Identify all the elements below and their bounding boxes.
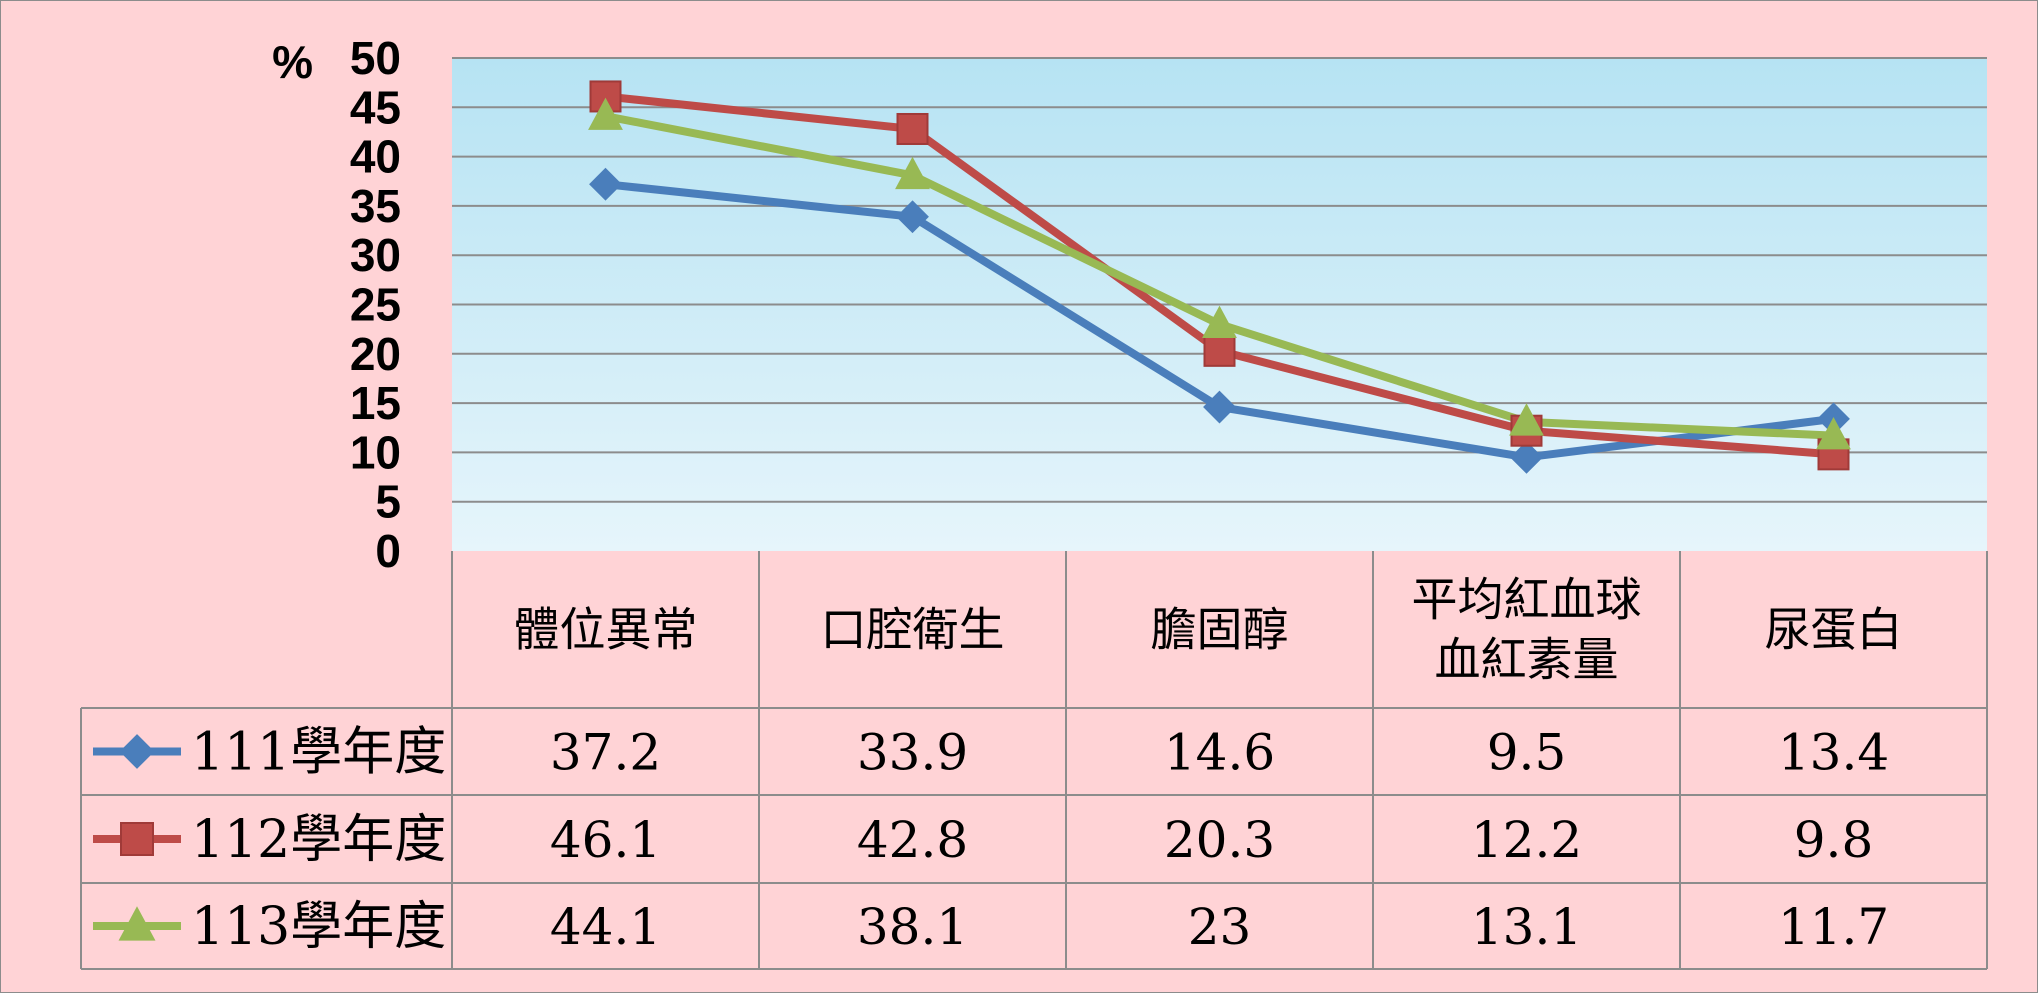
y-tick-label: 10 [350,426,401,478]
data-point-marker [588,97,623,130]
legend-series-name: 113學年度 [191,897,446,957]
table-value-cell: 33.9 [857,724,968,782]
data-point-marker [589,167,622,201]
category-label: 尿蛋白 [1765,603,1903,657]
y-tick-label: 30 [350,229,401,281]
data-point-marker [1816,417,1851,450]
data-point-marker [895,156,930,190]
category-label: 體位異常 [514,603,698,657]
data-point-marker [1202,305,1237,338]
y-tick-label: 25 [350,279,401,331]
y-axis-unit: % [272,36,313,88]
category-label: 膽固醇 [1151,603,1289,657]
table-value-cell: 9.8 [1794,811,1874,869]
y-tick-label: 40 [350,131,401,183]
category-label: 血紅素量 [1435,633,1619,687]
y-tick-label: 45 [350,81,401,133]
legend-marker-key [120,822,154,856]
table-value-cell: 20.3 [1164,811,1275,869]
table-value-cell: 37.2 [550,724,661,782]
data-point-marker [896,112,929,145]
category-label: 口腔衛生 [821,603,1005,657]
table-value-cell: 13.1 [1471,898,1582,956]
y-tick-label: 15 [350,377,401,429]
data-point-marker [896,200,929,234]
series-lines [588,80,1851,474]
y-tick-label: 50 [350,32,401,84]
table-value-cell: 42.8 [857,811,968,869]
category-label: 平均紅血球 [1412,573,1642,627]
table-value-cell: 23 [1188,898,1252,956]
y-tick-label: 0 [375,525,401,577]
y-tick-label: 35 [350,180,401,232]
table-value-cell: 11.7 [1778,898,1889,956]
data-point-marker [1510,440,1543,474]
table-value-cell: 14.6 [1164,724,1275,782]
y-tick-label: 20 [350,328,401,380]
legend-series-name: 111學年度 [191,723,446,783]
data-point-marker [1203,390,1236,424]
table-value-cell: 38.1 [857,898,968,956]
data-point-marker [1509,403,1544,436]
legend-marker-key [119,734,155,769]
legend-series-name: 112學年度 [191,810,446,870]
table-value-cell: 9.5 [1487,724,1567,782]
table-value-cell: 12.2 [1471,811,1582,869]
table-value-cell: 44.1 [550,898,661,956]
table-value-cell: 13.4 [1778,724,1889,782]
y-tick-label: 5 [375,476,401,528]
data-point-marker [1203,334,1236,367]
table-value-cell: 46.1 [550,811,661,869]
legend-marker-key [118,906,156,941]
